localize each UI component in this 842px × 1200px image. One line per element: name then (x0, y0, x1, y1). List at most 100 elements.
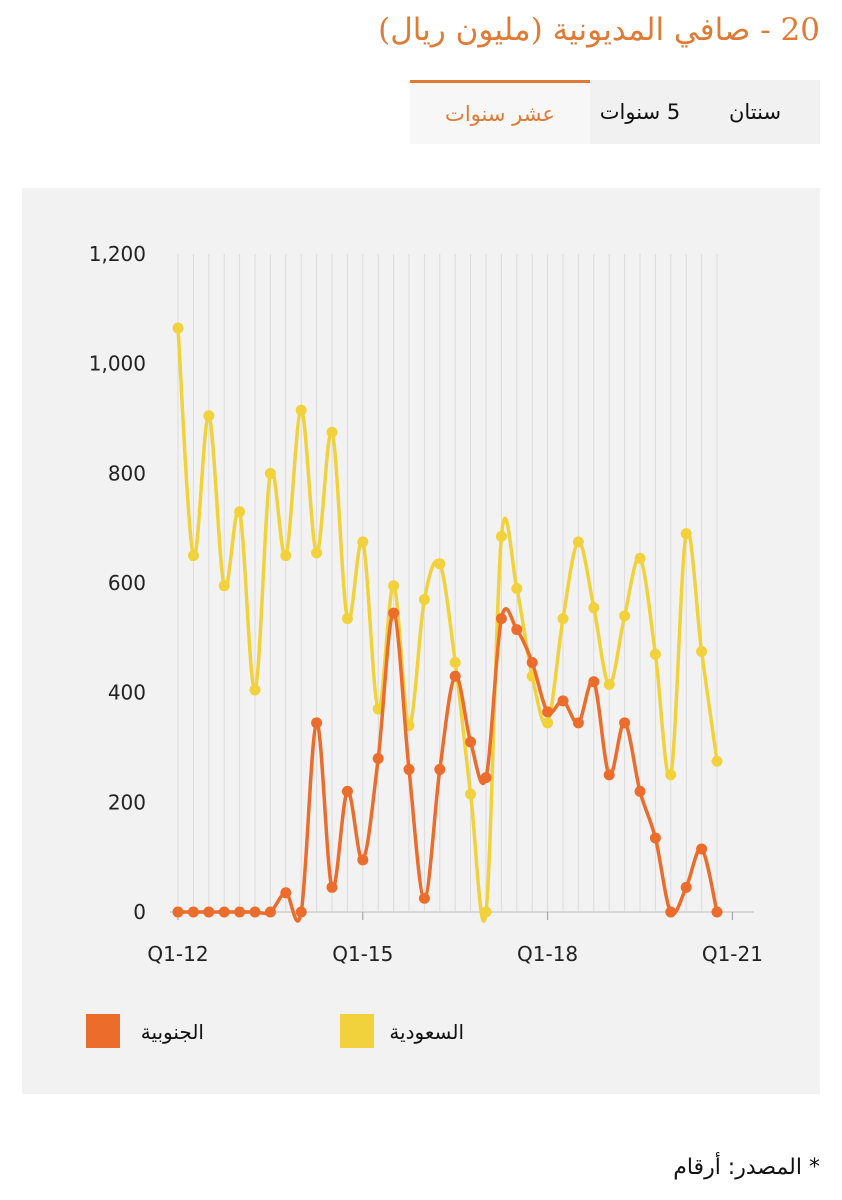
data-point-south[interactable] (388, 607, 400, 619)
data-point-saudi[interactable] (588, 602, 600, 614)
series-south (172, 607, 723, 923)
data-point-saudi[interactable] (326, 426, 338, 438)
data-point-saudi[interactable] (357, 536, 369, 548)
data-point-south[interactable] (480, 772, 492, 784)
legend-swatch (340, 1014, 374, 1048)
legend-item-south[interactable]: الجنوبية (86, 1014, 204, 1048)
data-point-south[interactable] (619, 717, 631, 729)
data-point-saudi[interactable] (311, 547, 323, 559)
data-point-south[interactable] (326, 881, 338, 893)
data-point-saudi[interactable] (203, 410, 215, 422)
data-point-saudi[interactable] (511, 582, 523, 594)
data-point-south[interactable] (357, 854, 369, 866)
data-point-south[interactable] (203, 906, 215, 918)
data-point-saudi[interactable] (465, 788, 477, 800)
data-point-south[interactable] (249, 906, 261, 918)
data-point-saudi[interactable] (218, 580, 230, 592)
data-point-south[interactable] (557, 695, 569, 707)
data-point-south[interactable] (696, 843, 708, 855)
chart-title: 20 - صافي المديونية (مليون ريال) (378, 12, 820, 48)
data-point-saudi[interactable] (711, 755, 723, 767)
data-point-saudi[interactable] (187, 550, 199, 562)
data-point-saudi[interactable] (680, 528, 692, 540)
tab-ten-years[interactable]: عشر سنوات (410, 80, 590, 144)
data-point-saudi[interactable] (696, 646, 708, 658)
data-point-saudi[interactable] (665, 769, 677, 781)
y-tick-label: 200 (108, 790, 146, 814)
data-point-saudi[interactable] (480, 906, 492, 918)
data-point-saudi[interactable] (249, 684, 261, 696)
data-point-south[interactable] (542, 706, 554, 718)
data-point-south[interactable] (572, 717, 584, 729)
data-point-saudi[interactable] (603, 678, 615, 690)
data-point-saudi[interactable] (449, 657, 461, 669)
data-point-south[interactable] (526, 657, 538, 669)
legend-swatch (86, 1014, 120, 1048)
data-point-saudi[interactable] (572, 536, 584, 548)
data-point-saudi[interactable] (264, 467, 276, 479)
x-tick-label: Q1-15 (332, 942, 393, 966)
data-point-saudi[interactable] (619, 610, 631, 622)
tab-two-years[interactable]: سنتان (728, 100, 782, 124)
data-point-south[interactable] (649, 832, 661, 844)
data-point-south[interactable] (187, 906, 199, 918)
y-tick-label: 800 (108, 461, 146, 485)
source-note: * المصدر: أرقام (673, 1155, 820, 1180)
y-tick-label: 1,200 (89, 242, 146, 266)
legend-item-saudi[interactable]: السعودية (340, 1014, 464, 1048)
legend-label: السعودية (389, 1020, 464, 1044)
data-point-south[interactable] (372, 752, 384, 764)
data-point-south[interactable] (465, 736, 477, 748)
y-tick-label: 600 (108, 571, 146, 595)
data-point-saudi[interactable] (649, 648, 661, 660)
data-point-south[interactable] (495, 613, 507, 625)
data-point-south[interactable] (665, 906, 677, 918)
data-point-south[interactable] (403, 763, 415, 775)
data-point-saudi[interactable] (418, 593, 430, 605)
data-point-saudi[interactable] (172, 322, 184, 334)
data-point-saudi[interactable] (495, 530, 507, 542)
series-line-saudi (176, 327, 719, 923)
data-point-south[interactable] (218, 906, 230, 918)
y-tick-label: 1,000 (89, 352, 146, 376)
data-point-saudi[interactable] (234, 506, 246, 518)
data-point-saudi[interactable] (634, 552, 646, 564)
chart-legend: الجنوبية السعودية (86, 1014, 464, 1048)
data-point-saudi[interactable] (557, 613, 569, 625)
data-point-saudi[interactable] (280, 550, 292, 562)
data-point-south[interactable] (449, 670, 461, 682)
tab-five-years[interactable]: 5 سنوات (599, 100, 681, 124)
data-point-south[interactable] (418, 892, 430, 904)
data-point-saudi[interactable] (295, 404, 307, 416)
data-point-south[interactable] (680, 881, 692, 893)
data-point-saudi[interactable] (434, 558, 446, 570)
data-point-south[interactable] (264, 906, 276, 918)
x-axis: Q1-12 Q1-15 Q1-18 Q1-21 (147, 912, 763, 966)
legend-label: الجنوبية (141, 1020, 204, 1044)
x-tick-label: Q1-21 (702, 942, 763, 966)
data-point-south[interactable] (588, 676, 600, 688)
data-point-south[interactable] (311, 717, 323, 729)
x-tick-label: Q1-12 (147, 942, 208, 966)
data-point-south[interactable] (341, 785, 353, 797)
y-tick-label: 0 (133, 900, 146, 924)
data-point-saudi[interactable] (341, 613, 353, 625)
data-point-south[interactable] (434, 763, 446, 775)
y-tick-label: 400 (108, 681, 146, 705)
chart-series (172, 322, 723, 923)
data-point-south[interactable] (634, 785, 646, 797)
data-point-south[interactable] (711, 906, 723, 918)
data-point-south[interactable] (511, 624, 523, 636)
period-tabs: سنتان 5 سنوات عشر سنوات (410, 80, 820, 144)
data-point-south[interactable] (295, 906, 307, 918)
data-point-saudi[interactable] (542, 717, 554, 729)
chart-grid (170, 254, 754, 913)
data-point-saudi[interactable] (388, 580, 400, 592)
chart-panel: 0 200 400 600 800 1,000 1,200 Q1-12 Q1-15 Q1-18 Q… (22, 188, 820, 1094)
data-point-south[interactable] (280, 887, 292, 899)
data-point-south[interactable] (172, 906, 184, 918)
series-saudi (172, 322, 723, 923)
data-point-south[interactable] (603, 769, 615, 781)
data-point-south[interactable] (234, 906, 246, 918)
